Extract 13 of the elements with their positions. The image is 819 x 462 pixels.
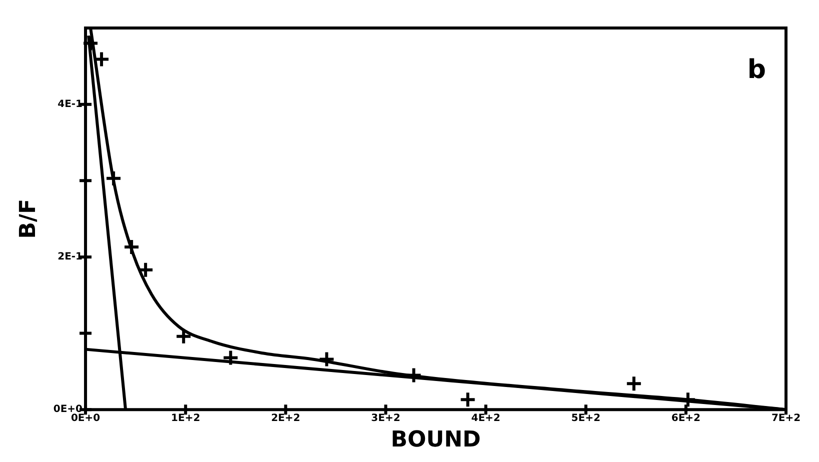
x-tick-label: 1E+2 — [171, 413, 200, 424]
x-tick-label: 4E+2 — [471, 413, 500, 424]
x-tick-label: 2E+2 — [271, 413, 300, 424]
annotation: b — [747, 54, 766, 85]
x-tick-label: 7E+2 — [771, 413, 801, 424]
x-tick-label: 0E+0 — [70, 413, 100, 424]
x-tick-label: 6E+2 — [671, 413, 701, 424]
x-tick-label: 5E+2 — [571, 413, 600, 424]
x-tick-label: 3E+2 — [371, 413, 400, 424]
x-axis-title: BOUND — [390, 428, 481, 453]
y-tick-label: 2E-1 — [58, 252, 83, 263]
y-axis-title: B/F — [16, 198, 41, 239]
y-tick-label: 4E-1 — [58, 98, 83, 110]
